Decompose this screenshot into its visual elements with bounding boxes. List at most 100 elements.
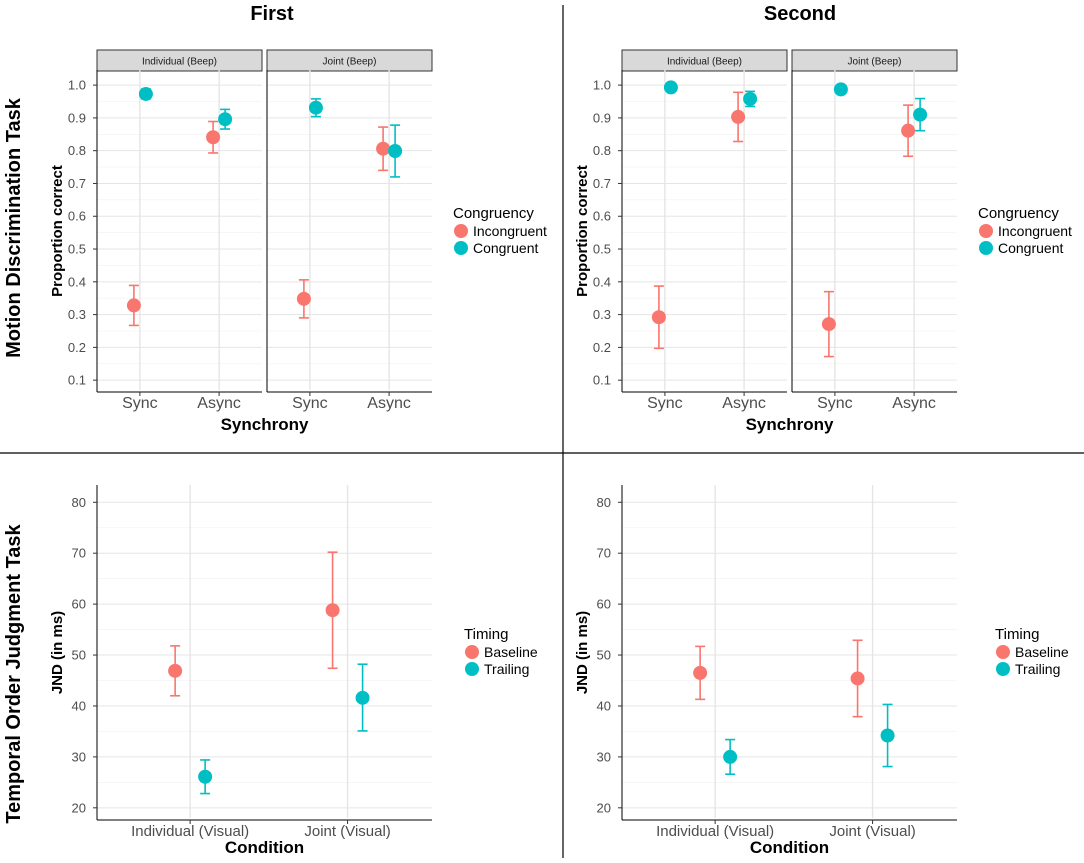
data-point-incongruent <box>731 109 746 124</box>
data-point-trailing <box>723 749 738 764</box>
x-axis-label: Condition <box>750 838 829 857</box>
data-point-trailing <box>880 728 895 743</box>
y-tick-label: 0.2 <box>68 340 86 355</box>
y-tick-label: 80 <box>72 495 86 510</box>
y-tick-label: 70 <box>72 546 86 561</box>
y-tick-label: 0.8 <box>593 143 611 158</box>
y-tick-label: 0.3 <box>593 307 611 322</box>
legend-label-incongruent: Incongruent <box>998 223 1072 239</box>
x-tick-label: Sync <box>647 395 683 412</box>
panel: Joint (Beep) Sync Async <box>791 49 958 412</box>
legend-label-baseline: Baseline <box>484 644 538 660</box>
legend-label-incongruent: Incongruent <box>473 223 547 239</box>
y-tick-label: 0.9 <box>593 110 611 125</box>
y-tick-label: 0.8 <box>68 143 86 158</box>
legend-label-trailing: Trailing <box>484 661 529 677</box>
x-axis-label: Synchrony <box>746 415 834 434</box>
y-tick-label: 0.3 <box>68 307 86 322</box>
y-axis-label: JND (in ms) <box>574 611 591 694</box>
facet-strip-label: Joint (Beep) <box>848 57 902 68</box>
x-tick-label: Joint (Visual) <box>829 823 915 840</box>
data-point-congruent <box>743 91 758 106</box>
legend-swatch-congruent <box>454 241 468 255</box>
y-tick-label: 0.7 <box>593 176 611 191</box>
data-point-congruent <box>308 100 323 115</box>
legend-title: Timing <box>995 626 1039 643</box>
y-tick-label: 40 <box>597 698 611 713</box>
legend-swatch-congruent <box>979 241 993 255</box>
legend-label-congruent: Congruent <box>473 240 538 256</box>
y-tick-label: 40 <box>72 698 86 713</box>
data-point-trailing <box>355 690 370 705</box>
data-point-congruent <box>663 80 678 95</box>
legend-swatch-baseline <box>465 645 479 659</box>
y-tick-label: 0.9 <box>68 110 86 125</box>
y-axis-label: JND (in ms) <box>49 611 66 694</box>
legend-label-congruent: Congruent <box>998 240 1063 256</box>
chart-motion-first: Individual (Beep) Sync Async Joint (Beep) Sy… <box>49 49 547 434</box>
x-tick-label: Async <box>892 395 936 412</box>
plots-layer: Individual (Beep) Sync Async Joint (Beep) Sy… <box>49 49 1072 857</box>
x-tick-label: Async <box>722 395 766 412</box>
y-tick-label: 20 <box>597 800 611 815</box>
legend-title: Congruency <box>453 205 534 222</box>
y-tick-label: 0.2 <box>593 340 611 355</box>
y-tick-label: 0.7 <box>68 176 86 191</box>
legend-swatch-incongruent <box>979 224 993 238</box>
panel: Individual (Visual) Joint (Visual) <box>621 485 957 840</box>
y-tick-label: 0.1 <box>593 373 611 388</box>
data-point-congruent <box>218 112 233 127</box>
column-title-first: First <box>250 3 294 25</box>
legend-swatch-incongruent <box>454 224 468 238</box>
x-axis-label: Condition <box>225 838 304 857</box>
y-tick-label: 1.0 <box>593 78 611 93</box>
legend-title: Congruency <box>978 205 1059 222</box>
row-title-motion: Motion Discrimination Task <box>3 97 25 358</box>
data-point-incongruent <box>901 123 916 138</box>
facet-strip <box>621 49 788 72</box>
x-tick-label: Sync <box>292 395 328 412</box>
facet-strip-label: Individual (Beep) <box>142 57 217 68</box>
y-tick-label: 0.5 <box>593 242 611 257</box>
y-tick-label: 80 <box>597 495 611 510</box>
y-tick-label: 60 <box>72 597 86 612</box>
facet-strip-label: Individual (Beep) <box>667 57 742 68</box>
data-point-congruent <box>833 82 848 97</box>
y-tick-label: 1.0 <box>68 78 86 93</box>
x-tick-label: Joint (Visual) <box>304 823 390 840</box>
data-point-congruent <box>138 86 153 101</box>
data-point-incongruent <box>296 291 311 306</box>
data-point-incongruent <box>126 298 141 313</box>
chart-motion-second: Individual (Beep) Sync Async Joint (Beep) Sy… <box>574 49 1072 434</box>
y-tick-label: 0.1 <box>68 373 86 388</box>
y-tick-label: 30 <box>72 749 86 764</box>
legend-swatch-trailing <box>996 662 1010 676</box>
y-tick-label: 20 <box>72 800 86 815</box>
legend-label-trailing: Trailing <box>1015 661 1060 677</box>
facet-strip <box>96 49 263 72</box>
panel: Individual (Beep) Sync Async <box>96 49 263 412</box>
data-point-baseline <box>693 665 708 680</box>
y-tick-label: 0.5 <box>68 242 86 257</box>
x-tick-label: Individual (Visual) <box>131 823 249 840</box>
data-point-incongruent <box>651 310 666 325</box>
facet-strip-label: Joint (Beep) <box>323 57 377 68</box>
data-point-congruent <box>388 144 403 159</box>
y-axis-label: Proportion correct <box>49 165 66 297</box>
y-tick-label: 30 <box>597 749 611 764</box>
facet-strip <box>266 49 433 72</box>
y-tick-label: 0.4 <box>68 274 86 289</box>
data-point-baseline <box>325 603 340 618</box>
chart-toj-first: Individual (Visual) Joint (Visual) 20 30 40 5… <box>49 485 538 857</box>
x-tick-label: Sync <box>817 395 853 412</box>
y-tick-label: 50 <box>597 648 611 663</box>
data-point-incongruent <box>821 317 836 332</box>
y-tick-label: 0.6 <box>68 209 86 224</box>
data-point-incongruent <box>376 141 391 156</box>
legend-label-baseline: Baseline <box>1015 644 1069 660</box>
x-tick-label: Async <box>367 395 411 412</box>
